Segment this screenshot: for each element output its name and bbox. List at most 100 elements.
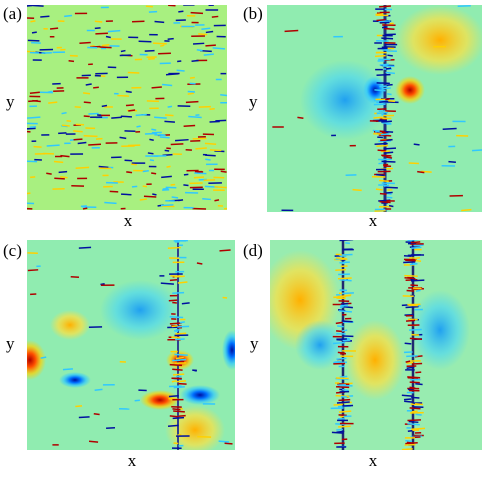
vortex-mark	[198, 105, 211, 108]
field-region	[222, 330, 235, 370]
vortex-mark	[220, 94, 227, 97]
vortex-mark	[406, 441, 415, 444]
vortex-mark	[169, 322, 182, 325]
vortex-mark	[27, 192, 31, 195]
vortex-mark	[46, 172, 52, 175]
vortex-mark	[152, 193, 157, 196]
vortex-mark	[379, 5, 391, 8]
vortex-mark	[60, 176, 68, 179]
vortex-mark	[335, 321, 343, 325]
vortex-mark	[191, 59, 199, 62]
vortex-mark	[334, 360, 341, 363]
vortex-mark	[406, 366, 415, 369]
vortex-mark	[403, 261, 416, 264]
vortex-mark	[204, 142, 217, 145]
vortex-mark	[144, 132, 158, 135]
vortex-mark	[214, 185, 227, 189]
vortex-mark	[338, 414, 347, 417]
vortex-mark	[176, 69, 185, 72]
vortex-mark	[406, 354, 418, 358]
vortex-mark	[29, 91, 40, 95]
vortex-mark	[409, 386, 416, 389]
field-region	[295, 320, 345, 370]
vortex-mark	[386, 83, 393, 87]
panel-label: (d)	[243, 241, 263, 260]
vortex-mark	[175, 356, 184, 360]
panel-a-map	[27, 5, 227, 210]
vortex-mark	[167, 424, 179, 428]
vortex-mark	[145, 5, 153, 8]
vortex-mark	[406, 361, 414, 364]
vortex-mark	[341, 329, 348, 332]
panel-label: (a)	[3, 4, 22, 23]
vortex-mark	[384, 186, 398, 189]
x-axis-label: x	[369, 211, 378, 230]
vortex-mark	[187, 90, 196, 93]
vortex-mark	[381, 120, 392, 123]
vortex-mark	[381, 26, 388, 29]
vortex-mark	[376, 144, 389, 148]
vortex-mark	[336, 401, 350, 404]
vortex-mark	[380, 133, 390, 136]
vortex-mark	[297, 116, 304, 120]
vortex-mark	[125, 90, 132, 93]
vortex-mark	[337, 277, 352, 280]
vortex-mark	[79, 41, 91, 44]
y-axis-label: y	[250, 334, 259, 353]
vortex-mark	[165, 73, 179, 76]
vortex-mark	[405, 360, 411, 363]
vortex-mark	[417, 170, 425, 174]
vortex-mark	[339, 261, 345, 265]
vortex-mark	[415, 382, 423, 386]
vortex-mark	[383, 27, 395, 30]
vortex-mark	[337, 294, 352, 298]
vortex-mark	[385, 98, 391, 101]
vortex-mark	[377, 149, 386, 152]
field-region	[395, 76, 425, 104]
vortex-mark	[375, 130, 382, 133]
vortex-mark	[414, 403, 424, 406]
vortex-mark	[408, 162, 419, 165]
vortex-mark	[192, 207, 207, 210]
panel-label: (b)	[243, 4, 263, 23]
vortex-mark	[411, 362, 423, 365]
vortex-mark	[90, 44, 95, 48]
vortex-mark	[342, 339, 351, 342]
vortex-mark	[159, 136, 170, 139]
vortex-mark	[136, 125, 141, 128]
vortex-mark	[409, 263, 418, 266]
vortex-mark	[93, 86, 99, 89]
vortex-mark	[40, 356, 47, 359]
vortex-mark	[88, 143, 102, 146]
vortex-mark	[214, 199, 220, 202]
vortex-mark	[66, 119, 72, 122]
vortex-mark	[149, 138, 154, 141]
field-region	[27, 340, 46, 380]
vortex-mark	[407, 240, 419, 242]
vortex-mark	[64, 14, 73, 18]
vortex-mark	[338, 310, 352, 313]
vortex-mark	[142, 170, 149, 173]
vortex-mark	[381, 122, 391, 125]
vortex-mark	[338, 410, 352, 413]
vortex-mark	[342, 388, 349, 392]
vortex-mark	[100, 283, 105, 286]
vortex-mark	[415, 289, 421, 292]
field-region	[140, 390, 180, 410]
vortex-mark	[411, 396, 420, 399]
vortex-mark	[205, 44, 216, 47]
vortex-mark	[173, 410, 185, 413]
vortex-mark	[58, 132, 67, 135]
vortex-mark	[409, 328, 422, 331]
vortex-mark	[68, 60, 75, 63]
vortex-mark	[120, 115, 132, 118]
vortex-mark	[120, 49, 126, 53]
vortex-mark	[154, 20, 165, 24]
vortex-mark	[167, 105, 173, 108]
vortex-mark	[94, 27, 101, 30]
vortex-mark	[387, 93, 392, 96]
vortex-mark	[78, 246, 92, 249]
vortex-mark	[376, 18, 386, 22]
vortex-mark	[407, 429, 413, 433]
vortex-mark	[410, 410, 418, 413]
